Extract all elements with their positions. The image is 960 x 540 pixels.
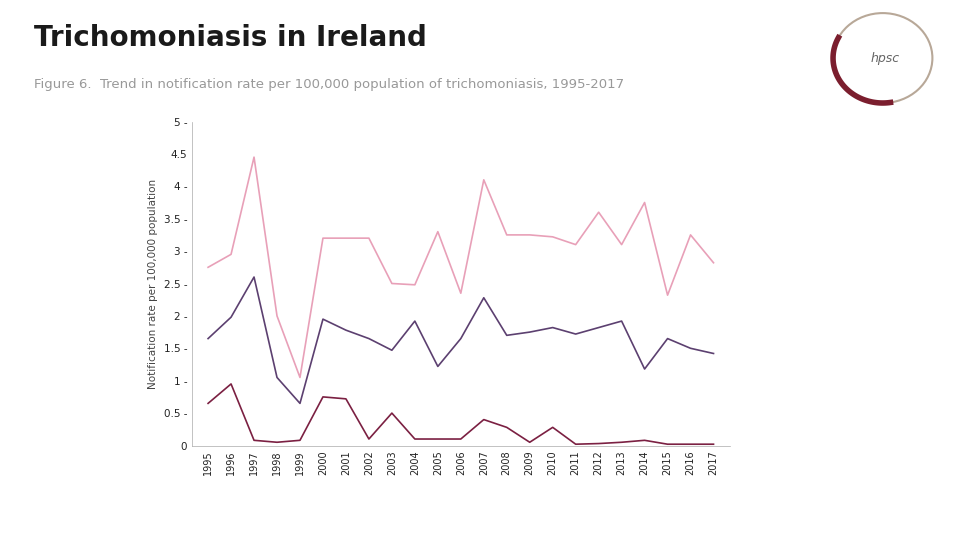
Y-axis label: Notification rate per 100,000 population: Notification rate per 100,000 population (148, 178, 158, 389)
Text: Trichomoniasis in Ireland: Trichomoniasis in Ireland (34, 24, 426, 52)
Text: hpsc: hpsc (871, 51, 900, 65)
Text: 19: 19 (907, 518, 926, 533)
Text: Figure 6.  Trend in notification rate per 100,000 population of trichomoniasis, : Figure 6. Trend in notification rate per… (34, 78, 624, 91)
